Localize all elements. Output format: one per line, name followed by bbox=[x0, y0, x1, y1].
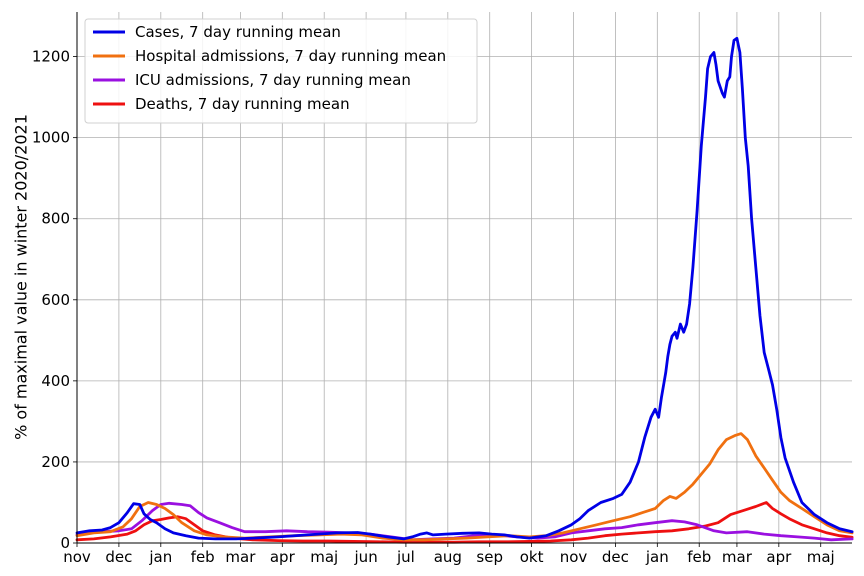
x-tick-label: jan bbox=[148, 548, 172, 566]
x-tick-label: jan bbox=[645, 548, 669, 566]
series-line-1 bbox=[75, 36, 854, 541]
y-tick-label: 1000 bbox=[32, 129, 70, 147]
y-tick-label: 0 bbox=[60, 534, 70, 552]
x-tick-label: apr bbox=[270, 548, 296, 566]
x-ticks: nov dec jan feb mar apr maj jun jul aug sep okt nov d… bbox=[63, 543, 835, 566]
y-tick-label: 600 bbox=[41, 291, 70, 309]
x-tick-label: maj bbox=[310, 548, 338, 566]
legend: Cases, 7 day running mean Hospital admiss… bbox=[84, 18, 478, 124]
x-tick-label: dec bbox=[105, 548, 132, 566]
legend-entry: ICU admissions, 7 day running mean bbox=[135, 71, 411, 89]
series-line-2 bbox=[75, 432, 854, 542]
x-tick-label: mar bbox=[225, 548, 256, 566]
y-axis-label: % of maximal value in winter 2020/2021 bbox=[12, 114, 31, 440]
legend-entry: Deaths, 7 day running mean bbox=[135, 95, 350, 113]
x-tick-label: jul bbox=[396, 548, 415, 566]
axes bbox=[76, 12, 852, 544]
series-group bbox=[75, 36, 854, 544]
series-line-4 bbox=[75, 501, 854, 544]
x-tick-label: maj bbox=[807, 548, 835, 566]
x-tick-label: aug bbox=[434, 548, 462, 566]
x-tick-label: mar bbox=[722, 548, 753, 566]
y-tick-label: 1200 bbox=[32, 48, 70, 66]
legend-entry: Cases, 7 day running mean bbox=[135, 23, 341, 41]
y-tick-label: 400 bbox=[41, 372, 70, 390]
x-tick-label: feb bbox=[191, 548, 215, 566]
x-tick-label: okt bbox=[520, 548, 544, 566]
x-tick-label: dec bbox=[602, 548, 629, 566]
legend-box bbox=[84, 18, 478, 124]
x-tick-label: jun bbox=[354, 548, 378, 566]
x-tick-label: nov bbox=[63, 548, 91, 566]
x-tick-label: nov bbox=[560, 548, 588, 566]
x-tick-label: apr bbox=[766, 548, 792, 566]
y-tick-label: 200 bbox=[41, 453, 70, 471]
y-tick-label: 800 bbox=[41, 210, 70, 228]
x-tick-label: feb bbox=[687, 548, 711, 566]
legend-entry: Hospital admissions, 7 day running mean bbox=[135, 47, 446, 65]
y-ticks: 0 200 400 600 800 1000 1200 bbox=[32, 48, 77, 552]
x-tick-label: sep bbox=[476, 548, 503, 566]
